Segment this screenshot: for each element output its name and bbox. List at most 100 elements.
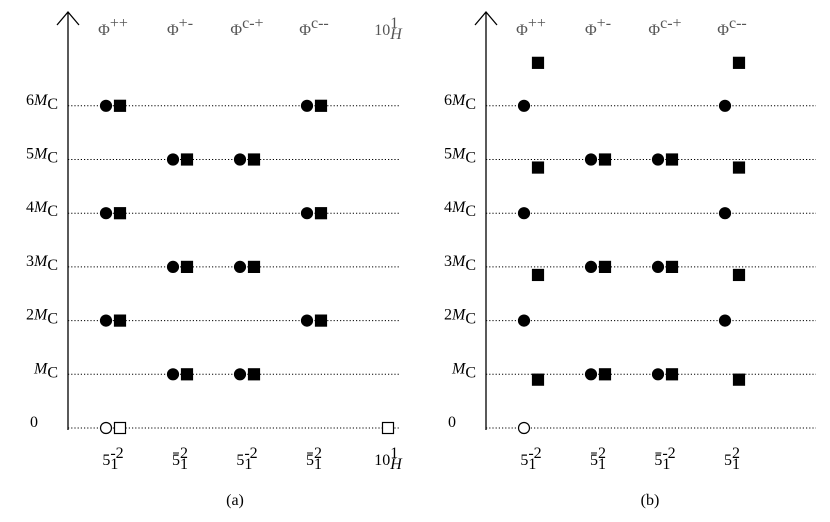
state-square	[531, 268, 545, 282]
superscript: 2	[732, 445, 740, 462]
state-circle	[517, 421, 531, 435]
base-text: Φ	[98, 22, 110, 39]
base-text: 3	[444, 253, 452, 270]
base-text: 6	[26, 92, 34, 109]
superscript: 2	[180, 445, 188, 462]
superscript: -2	[662, 445, 675, 462]
state-square	[314, 314, 328, 327]
state-square	[531, 161, 545, 174]
superscript: -2	[110, 445, 123, 462]
state-circle	[718, 314, 732, 327]
base-text: 2	[26, 307, 34, 324]
state-square	[113, 421, 127, 435]
subscript: 1	[314, 456, 322, 473]
subscript: 1	[110, 456, 118, 473]
state-circle	[233, 153, 247, 166]
variable: M	[33, 360, 49, 377]
superscript: c-+	[660, 15, 681, 32]
variable: M	[33, 199, 49, 216]
label: Φ +-	[585, 15, 611, 39]
subscript: C	[465, 150, 476, 167]
superscript: -2	[528, 445, 541, 462]
state-square	[247, 153, 261, 166]
base-text: 5	[520, 452, 528, 469]
base-text: 0	[30, 414, 38, 431]
subscript: 1	[732, 456, 740, 473]
variable: M	[33, 307, 49, 324]
state-circle	[651, 260, 665, 273]
base-text: 5	[102, 452, 110, 469]
base-text: Φ	[230, 22, 242, 39]
state-square	[598, 368, 612, 381]
state-circle	[584, 153, 598, 166]
state-square	[113, 99, 127, 112]
subscript: C	[47, 364, 58, 381]
base-text: Φ	[516, 22, 528, 39]
label: 10 1H	[374, 15, 403, 43]
base-text: Φ	[585, 22, 597, 39]
state-circle	[517, 314, 531, 327]
variable: M	[33, 253, 49, 270]
subscript: C	[465, 203, 476, 220]
state-circle	[233, 260, 247, 273]
subscript: 1	[598, 456, 606, 473]
superscript: ++	[528, 15, 546, 32]
label: Φ +-	[167, 15, 193, 39]
superscript: +-	[179, 15, 193, 32]
state-circle	[166, 260, 180, 273]
superscript: 2	[598, 445, 606, 462]
label: 5 -21	[654, 445, 675, 473]
label: 5 21	[172, 445, 188, 473]
base-text: 10	[374, 452, 390, 469]
state-square	[732, 56, 746, 69]
base-text: Φ	[648, 22, 660, 39]
base-text: 5	[26, 146, 34, 163]
subscript: C	[47, 96, 58, 113]
superscript: +-	[597, 15, 611, 32]
label: 5 -21	[520, 445, 541, 473]
label: 5 21	[306, 445, 322, 473]
state-square	[247, 368, 261, 381]
subscript: 1	[528, 456, 536, 473]
subscript: 1	[662, 456, 670, 473]
state-circle	[651, 153, 665, 166]
state-square	[180, 368, 194, 381]
variable: M	[451, 146, 467, 163]
subscript: H	[389, 26, 403, 43]
subscript: 1	[180, 456, 188, 473]
state-square	[665, 368, 679, 381]
subscript: H	[389, 456, 403, 473]
state-circle	[584, 260, 598, 273]
state-square	[113, 207, 127, 220]
base-text: 3	[26, 253, 34, 270]
state-square	[180, 153, 194, 166]
label: 5 -21	[102, 445, 123, 473]
state-circle	[300, 207, 314, 220]
base-text: 2	[444, 307, 452, 324]
superscript: 1	[390, 445, 398, 462]
variable: M	[33, 146, 49, 163]
base-text: 5	[236, 452, 244, 469]
superscript: 2	[314, 445, 322, 462]
state-circle	[166, 368, 180, 381]
base-text: 5	[724, 452, 732, 469]
base-text: Φ	[167, 22, 179, 39]
variable: M	[33, 92, 49, 109]
variable: M	[451, 307, 467, 324]
state-circle	[718, 99, 732, 112]
subscript: C	[465, 311, 476, 328]
label: 5 21	[724, 445, 740, 473]
state-square	[180, 260, 194, 273]
subscript: C	[47, 311, 58, 328]
state-square	[247, 260, 261, 273]
base-text: 5	[172, 452, 180, 469]
axis-arrow	[474, 10, 498, 26]
variable: M	[451, 199, 467, 216]
